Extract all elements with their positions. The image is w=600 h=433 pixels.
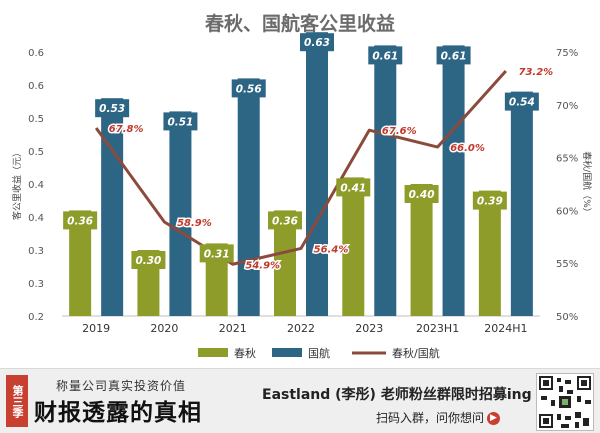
x-tick-label: 2021: [219, 322, 247, 335]
data-label-box-chunqiu: [131, 251, 166, 269]
data-label-box-chunqiu: [63, 211, 98, 230]
chart-area: 春秋、国航客公里收益 0.6 0.6 0.5 0.5 0.4 0.4 0.3 0.3 0.2 75%…: [11, 12, 593, 360]
y-tick-label: 0.3: [28, 279, 44, 290]
data-label-guohang: 0.61: [372, 50, 398, 62]
data-label-box-chunqiu: [268, 211, 302, 230]
promo-banner[interactable]: 第三季 称量公司真实投资价值 财报透露的真相 Eastland (李彤) 老师粉…: [0, 368, 600, 433]
chart-svg: 春秋、国航客公里收益 0.6 0.6 0.5 0.5 0.4 0.4 0.3 0.3 0.2 75%…: [11, 12, 593, 360]
promo-action[interactable]: 扫码入群，问你想问 ▶: [376, 409, 501, 426]
y-tick-label: 0.2: [28, 312, 44, 323]
data-label-ratio: 66.0%: [450, 143, 485, 154]
y-tick-label: 0.6: [28, 81, 44, 92]
legend-label-ratio: 春秋/国航: [392, 346, 440, 360]
chart-title: 春秋、国航客公里收益: [205, 12, 395, 35]
x-tick-label: 2024H1: [484, 322, 527, 335]
qr-code-icon[interactable]: [536, 373, 594, 431]
data-label-chunqiu: 0.30: [135, 255, 161, 267]
bar-chunqiu: [274, 210, 296, 316]
y-tick-label: 0.6: [28, 48, 44, 59]
data-label-guohang: 0.54: [509, 97, 535, 109]
data-label-box-guohang: [368, 46, 403, 65]
y-tick-label: 0.5: [28, 147, 44, 158]
data-label-guohang: 0.61: [441, 50, 467, 62]
line-ratio: [94, 70, 507, 266]
bar-guohang: [237, 78, 260, 317]
bar-chunqiu: [69, 210, 92, 316]
promo-action-label: 扫码入群，问你想问: [376, 411, 485, 425]
data-label-box-guohang: [231, 79, 266, 98]
y-tick-label: 0.4: [28, 180, 44, 191]
data-label-box-guohang: [95, 99, 130, 118]
data-label-chunqiu: 0.36: [67, 215, 93, 227]
legend-swatch-chunqiu: [198, 348, 228, 357]
data-label-guohang: 0.56: [236, 83, 262, 95]
data-label-guohang: 0.63: [304, 37, 330, 49]
bar-guohang: [442, 45, 465, 317]
data-label-box-chunqiu: [472, 191, 507, 210]
season-badge: 第三季: [6, 375, 28, 427]
y2-tick-label: 55%: [556, 259, 578, 270]
y-tick-label: 0.3: [28, 246, 44, 257]
data-label-box-guohang: [436, 46, 471, 65]
bar-chunqiu: [478, 190, 501, 316]
y2-tick-label: 50%: [556, 312, 578, 323]
promo-line: Eastland (李彤) 老师粉丝群限时招募ing: [262, 387, 532, 403]
x-tick-label: 2022: [287, 322, 315, 335]
x-tick-label: 2023H1: [416, 322, 459, 335]
data-label-box-chunqiu: [336, 178, 371, 197]
data-label-box-chunqiu: [199, 244, 234, 263]
data-label-box-guohang: [163, 112, 198, 131]
y-axis-title: 客公里收益（元）: [11, 148, 23, 220]
data-label-guohang: 0.51: [167, 116, 193, 128]
data-label-chunqiu: 0.40: [409, 189, 435, 201]
bar-guohang: [169, 111, 192, 317]
bar-chunqiu: [342, 177, 365, 316]
data-label-box-guohang: [504, 92, 539, 111]
data-label-ratio: 54.9%: [245, 260, 280, 271]
bar-chunqiu: [410, 184, 433, 316]
bar-guohang: [374, 45, 397, 317]
legend-swatch-guohang: [272, 348, 302, 357]
right-arrow-icon: ▶: [487, 412, 501, 425]
bar-guohang: [101, 98, 124, 316]
y2-tick-label: 65%: [556, 154, 578, 165]
y2-tick-label: 70%: [556, 101, 578, 112]
bar-guohang: [510, 91, 533, 316]
data-label-chunqiu: 0.36: [272, 215, 298, 227]
data-label-box-guohang: [300, 33, 334, 52]
y2-tick-label: 75%: [556, 48, 578, 59]
data-label-chunqiu: 0.31: [204, 248, 230, 260]
legend-label-guohang: 国航: [308, 346, 330, 360]
data-label-box-chunqiu: [404, 185, 439, 203]
data-label-guohang: 0.53: [99, 103, 125, 115]
bar-guohang: [306, 32, 328, 316]
y2-tick-label: 60%: [556, 206, 578, 217]
data-label-chunqiu: 0.41: [340, 182, 366, 194]
x-tick-label: 2020: [150, 322, 178, 335]
y-tick-label: 0.5: [28, 114, 44, 125]
data-label-ratio: 73.2%: [519, 67, 554, 78]
legend-label-chunqiu: 春秋: [234, 346, 256, 360]
x-tick-label: 2023: [355, 322, 383, 335]
y2-axis-title: 春秋/国航（%）: [581, 151, 593, 217]
data-label-ratio: 67.6%: [382, 126, 417, 137]
x-tick-label: 2019: [82, 322, 110, 335]
series-title: 财报透露的真相: [34, 399, 202, 426]
series-subtitle: 称量公司真实投资价值: [56, 379, 187, 393]
data-label-ratio: 56.4%: [314, 244, 349, 255]
data-label-ratio: 58.9%: [177, 218, 212, 229]
y-tick-label: 0.4: [28, 213, 44, 224]
data-label-chunqiu: 0.39: [477, 196, 503, 208]
data-label-ratio: 67.8%: [109, 124, 144, 135]
